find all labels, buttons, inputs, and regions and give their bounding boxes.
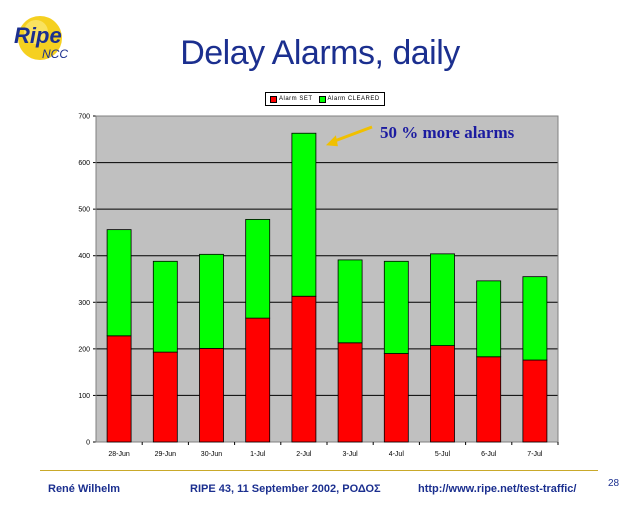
footer-event: RIPE 43, 11 September 2002, ΡΟΔΟΣ	[190, 483, 381, 495]
legend-swatch-cleared	[318, 95, 326, 103]
svg-text:NCC: NCC	[42, 47, 68, 61]
bar-alarm-cleared	[152, 260, 178, 353]
x-tick-label: 7-Jul	[527, 451, 543, 458]
x-tick-label: 30-Jun	[201, 451, 223, 458]
y-tick-label: 600	[78, 160, 90, 167]
bar-alarm-set	[476, 356, 502, 443]
ripe-ncc-logo: Ripe NCC	[14, 16, 68, 61]
slide-title: Delay Alarms, daily	[180, 34, 460, 72]
bar-alarm-cleared	[245, 218, 271, 319]
footer-url[interactable]: http://www.ripe.net/test-traffic/	[418, 483, 577, 495]
bar-alarm-cleared	[199, 253, 224, 349]
bar-alarm-set	[291, 295, 317, 443]
bar-alarm-set	[337, 342, 363, 443]
footer-divider	[40, 470, 598, 471]
bar-alarm-set	[199, 347, 224, 443]
legend-swatch-set	[270, 95, 277, 103]
y-tick-label: 200	[78, 346, 90, 353]
bar-alarm-cleared	[383, 260, 409, 354]
page-number: 28	[608, 478, 620, 489]
bar-alarm-cleared	[430, 253, 455, 346]
x-tick-label: 5-Jul	[435, 451, 451, 458]
y-tick-label: 0	[86, 440, 90, 447]
y-tick-label: 400	[78, 253, 90, 260]
svg-text:Ripe: Ripe	[14, 23, 62, 48]
y-tick-label: 300	[78, 300, 90, 307]
annotation-arrow	[333, 125, 373, 143]
bar-alarm-set	[430, 345, 455, 443]
chart-legend: Alarm SET Alarm CLEARED	[265, 92, 385, 106]
footer-author: René Wilhelm	[48, 483, 121, 495]
legend-label-set: Alarm SET	[279, 96, 313, 102]
legend-label-cleared: Alarm CLEARED	[327, 96, 380, 102]
y-tick-label: 100	[78, 393, 90, 400]
x-tick-label: 2-Jul	[296, 451, 312, 458]
bar-alarm-set	[152, 351, 178, 443]
bar-alarm-cleared	[476, 280, 502, 358]
y-tick-label: 700	[78, 114, 90, 121]
x-tick-label: 6-Jul	[481, 451, 497, 458]
x-tick-label: 28-Jun	[108, 451, 130, 458]
bar-alarm-set	[106, 335, 132, 443]
x-tick-label: 1-Jul	[250, 451, 266, 458]
bar-alarm-cleared	[337, 259, 363, 344]
bar-alarm-set	[522, 359, 548, 443]
annotation-text: 50 % more alarms	[380, 123, 515, 142]
bar-alarm-cleared	[522, 276, 548, 361]
bar-alarm-set	[383, 353, 409, 443]
legend-item-cleared: Alarm CLEARED	[318, 95, 380, 103]
x-tick-label: 29-Jun	[155, 451, 177, 458]
bar-alarm-cleared	[291, 132, 317, 297]
annotation-arrowhead	[325, 135, 338, 147]
y-tick-label: 500	[78, 207, 90, 214]
x-tick-label: 4-Jul	[389, 451, 405, 458]
x-tick-label: 3-Jul	[343, 451, 359, 458]
bar-alarm-set	[245, 317, 271, 443]
legend-item-set: Alarm SET	[270, 95, 313, 103]
bar-alarm-cleared	[106, 229, 132, 337]
